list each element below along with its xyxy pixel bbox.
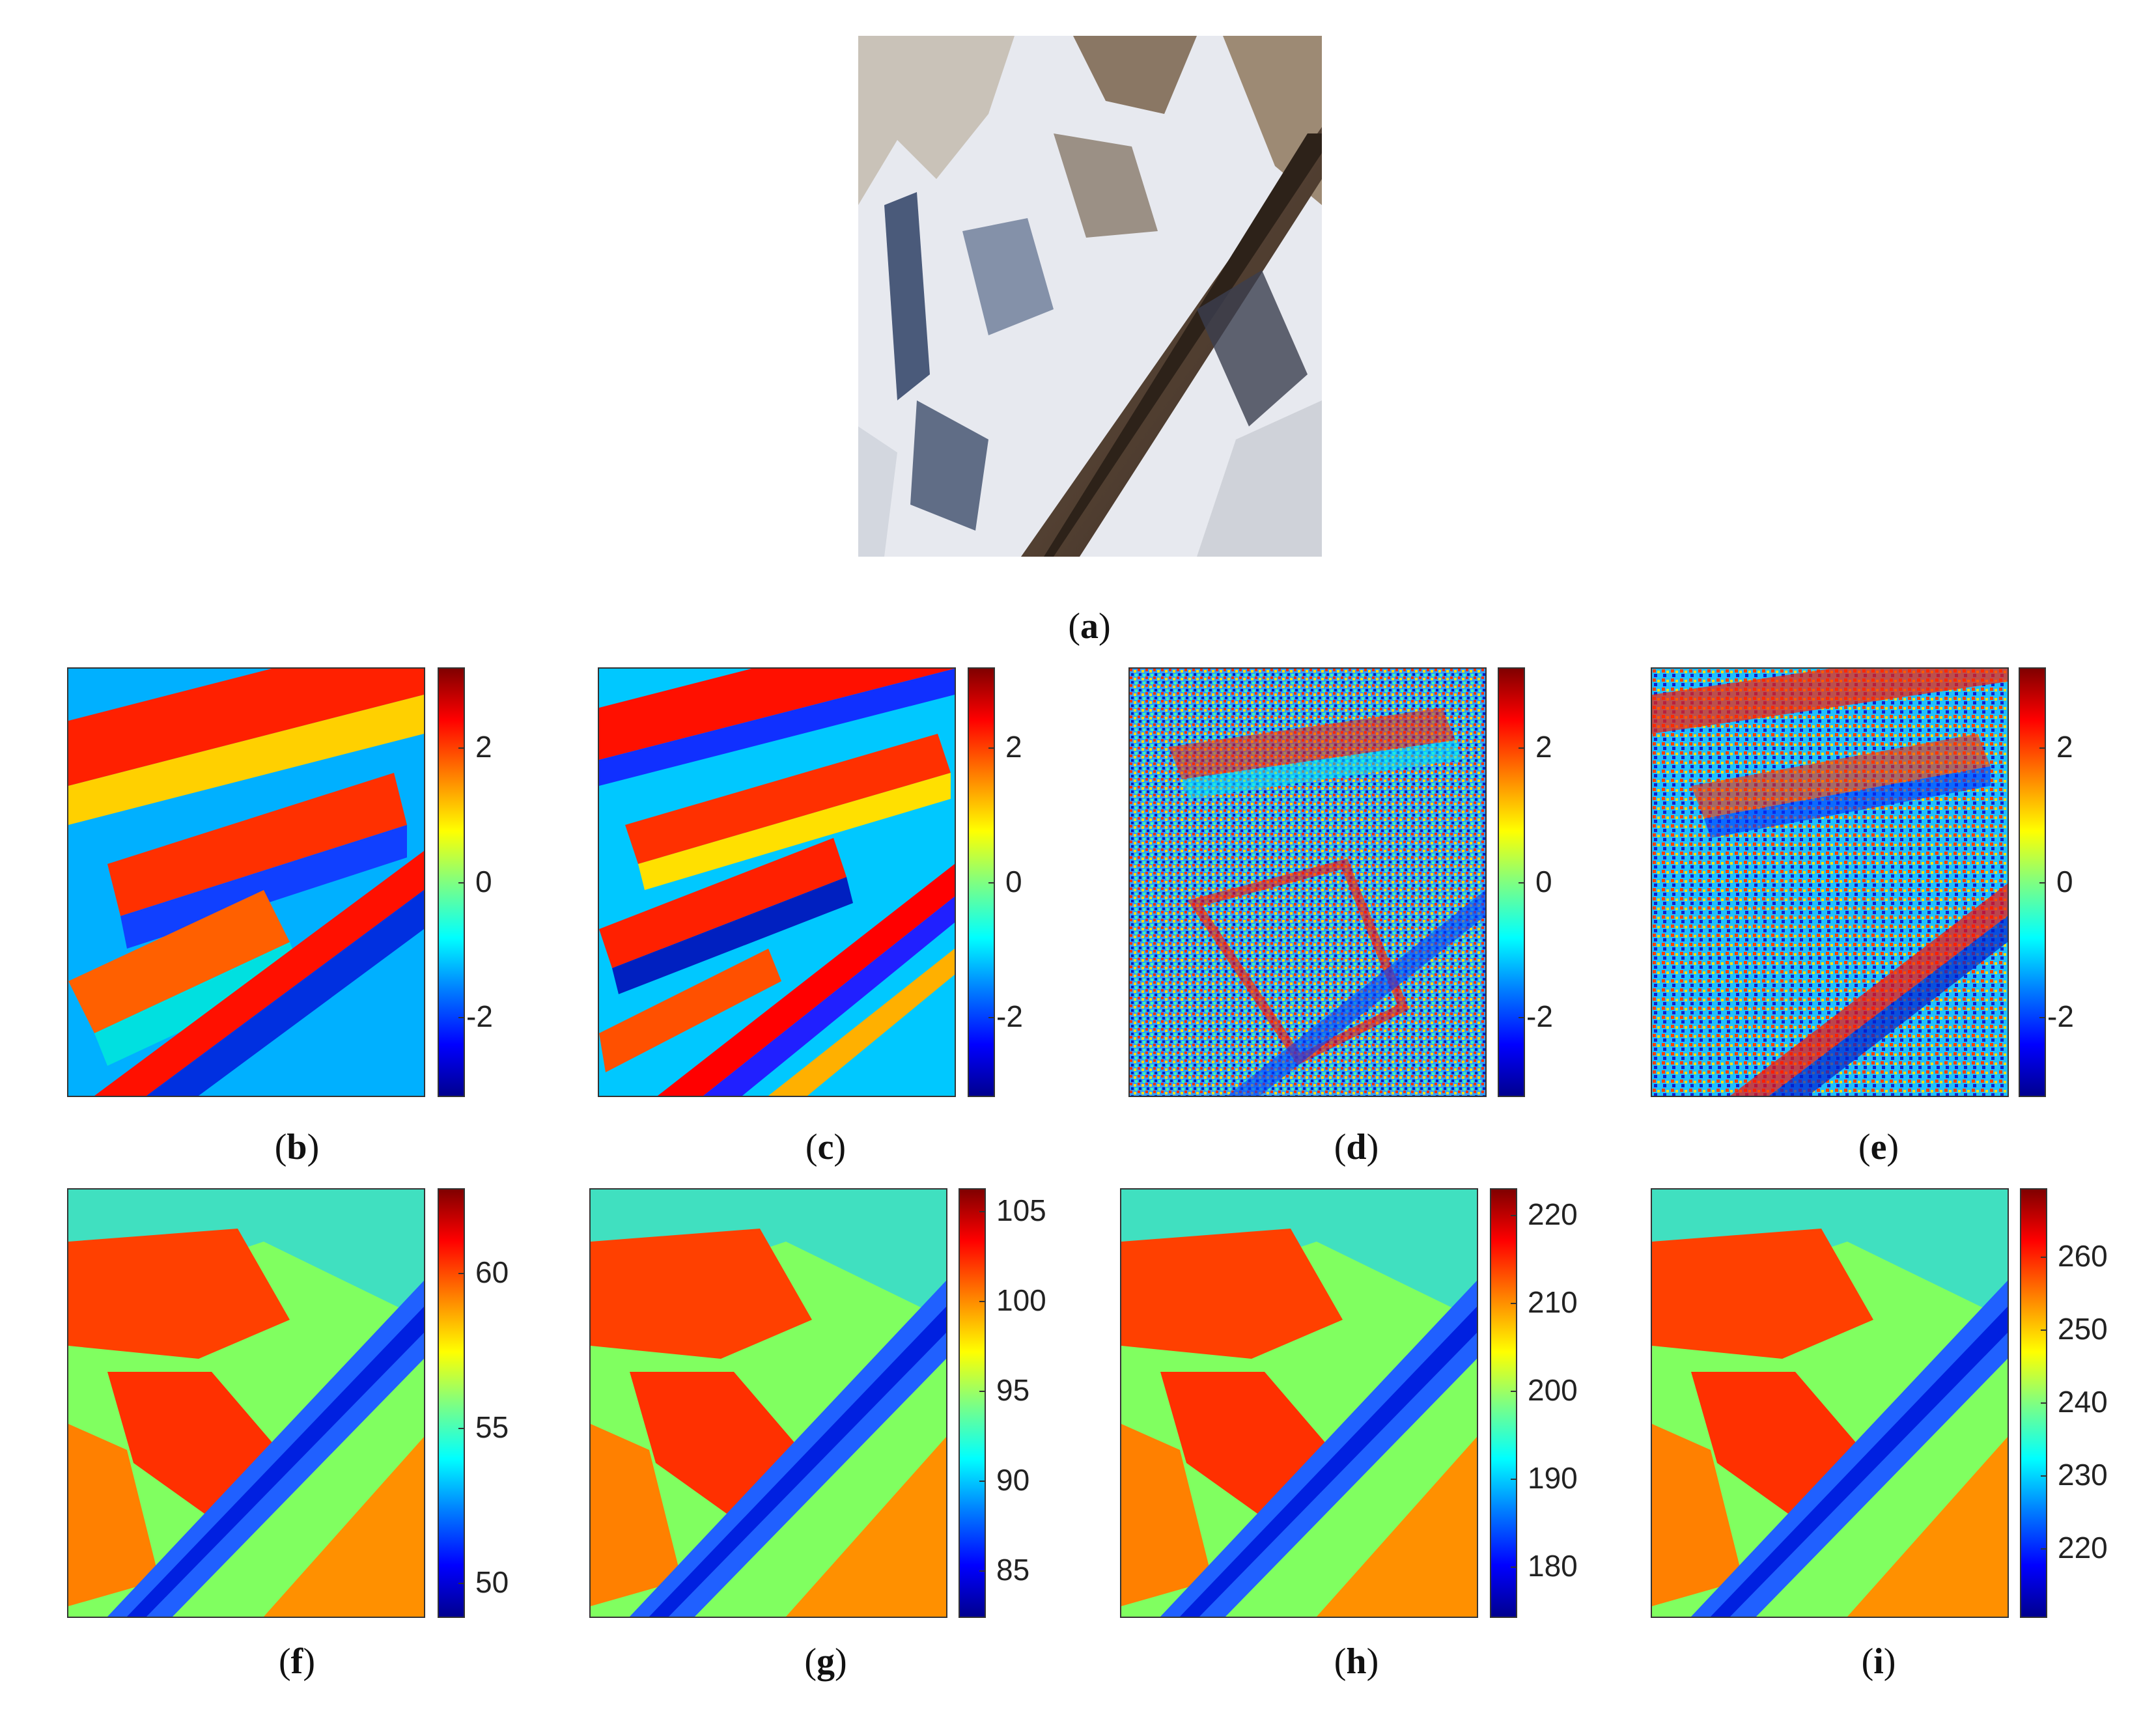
- caption-h: (h): [1334, 1641, 1379, 1682]
- tick-mark: [1511, 1391, 1517, 1392]
- colorbar-tick: 95: [996, 1373, 1030, 1407]
- colorbar-tick: 0: [2056, 865, 2073, 898]
- colorbar-tick: 0: [1005, 865, 1022, 898]
- height-map-f: [67, 1188, 425, 1618]
- colorbar-tick: 180: [1528, 1549, 1578, 1583]
- tick-mark: [2039, 747, 2046, 749]
- tick-mark: [458, 1583, 465, 1584]
- caption-d: (d): [1334, 1127, 1379, 1167]
- colorbar-tick: 220: [1528, 1197, 1578, 1231]
- colorbar-tick: 240: [2058, 1385, 2108, 1419]
- height-map-g: [589, 1188, 947, 1618]
- caption-b: (b): [274, 1127, 320, 1167]
- tick-mark: [2039, 882, 2046, 884]
- caption-c: (c): [805, 1127, 847, 1167]
- tick-mark: [458, 1017, 465, 1018]
- colorbar-tick: 85: [996, 1553, 1030, 1587]
- tick-mark: [979, 1211, 986, 1212]
- tick-mark: [2041, 1329, 2047, 1331]
- tick-mark: [458, 747, 465, 749]
- tick-mark: [988, 1017, 995, 1018]
- colorbar-g: [959, 1188, 986, 1618]
- colorbar-tick: 60: [475, 1255, 509, 1289]
- caption-a: (a): [1068, 606, 1111, 647]
- tick-mark: [2041, 1402, 2047, 1404]
- caption-f: (f): [279, 1641, 315, 1682]
- tick-mark: [1519, 747, 1525, 749]
- tick-mark: [1511, 1303, 1517, 1304]
- tick-mark: [1511, 1566, 1517, 1568]
- colorbar-tick: 200: [1528, 1373, 1578, 1407]
- colorbar-tick: 210: [1528, 1285, 1578, 1319]
- caption-i: (i): [1861, 1641, 1896, 1682]
- height-map-i: [1651, 1188, 2009, 1618]
- colorbar-tick: -2: [466, 999, 493, 1033]
- tick-mark: [1519, 882, 1525, 884]
- tick-mark: [1511, 1479, 1517, 1480]
- colorbar-tick: -2: [1526, 999, 1553, 1033]
- height-map-h: [1120, 1188, 1478, 1618]
- colorbar-tick: 50: [475, 1565, 509, 1599]
- colorbar-tick: 230: [2058, 1458, 2108, 1492]
- phase-map-d: [1128, 667, 1487, 1097]
- colorbar-tick: 250: [2058, 1312, 2108, 1346]
- colorbar-tick: 105: [996, 1193, 1046, 1227]
- tick-mark: [458, 1428, 465, 1429]
- tick-mark: [2041, 1548, 2047, 1550]
- tick-mark: [979, 1481, 986, 1482]
- colorbar-tick: 100: [996, 1283, 1046, 1317]
- tick-mark: [1511, 1215, 1517, 1216]
- tick-mark: [979, 1570, 986, 1572]
- tick-mark: [1519, 1017, 1525, 1018]
- colorbar-tick: 2: [1535, 730, 1552, 764]
- colorbar-tick: 90: [996, 1463, 1030, 1497]
- tick-mark: [979, 1301, 986, 1302]
- colorbar-tick: 220: [2058, 1531, 2108, 1565]
- satellite-image: [858, 36, 1322, 557]
- tick-mark: [2041, 1475, 2047, 1477]
- colorbar-tick: 2: [1005, 730, 1022, 764]
- caption-g: (g): [804, 1641, 847, 1682]
- colorbar-tick: 190: [1528, 1461, 1578, 1495]
- colorbar-f: [438, 1188, 465, 1618]
- caption-e: (e): [1858, 1127, 1899, 1167]
- phase-map-b: [67, 667, 425, 1097]
- tick-mark: [458, 882, 465, 884]
- colorbar-tick: 0: [475, 865, 492, 898]
- colorbar-tick: 260: [2058, 1239, 2108, 1273]
- tick-mark: [988, 882, 995, 884]
- colorbar-tick: 55: [475, 1410, 509, 1444]
- tick-mark: [988, 747, 995, 749]
- phase-map-c: [598, 667, 956, 1097]
- colorbar-tick: 2: [475, 730, 492, 764]
- colorbar-tick: 2: [2056, 730, 2073, 764]
- tick-mark: [458, 1273, 465, 1274]
- phase-map-e: [1651, 667, 2009, 1097]
- colorbar-tick: -2: [996, 999, 1023, 1033]
- tick-mark: [979, 1391, 986, 1392]
- colorbar-tick: -2: [2047, 999, 2074, 1033]
- tick-mark: [2039, 1017, 2046, 1018]
- colorbar-i: [2020, 1188, 2047, 1618]
- colorbar-h: [1490, 1188, 1517, 1618]
- colorbar-tick: 0: [1535, 865, 1552, 898]
- tick-mark: [2041, 1257, 2047, 1258]
